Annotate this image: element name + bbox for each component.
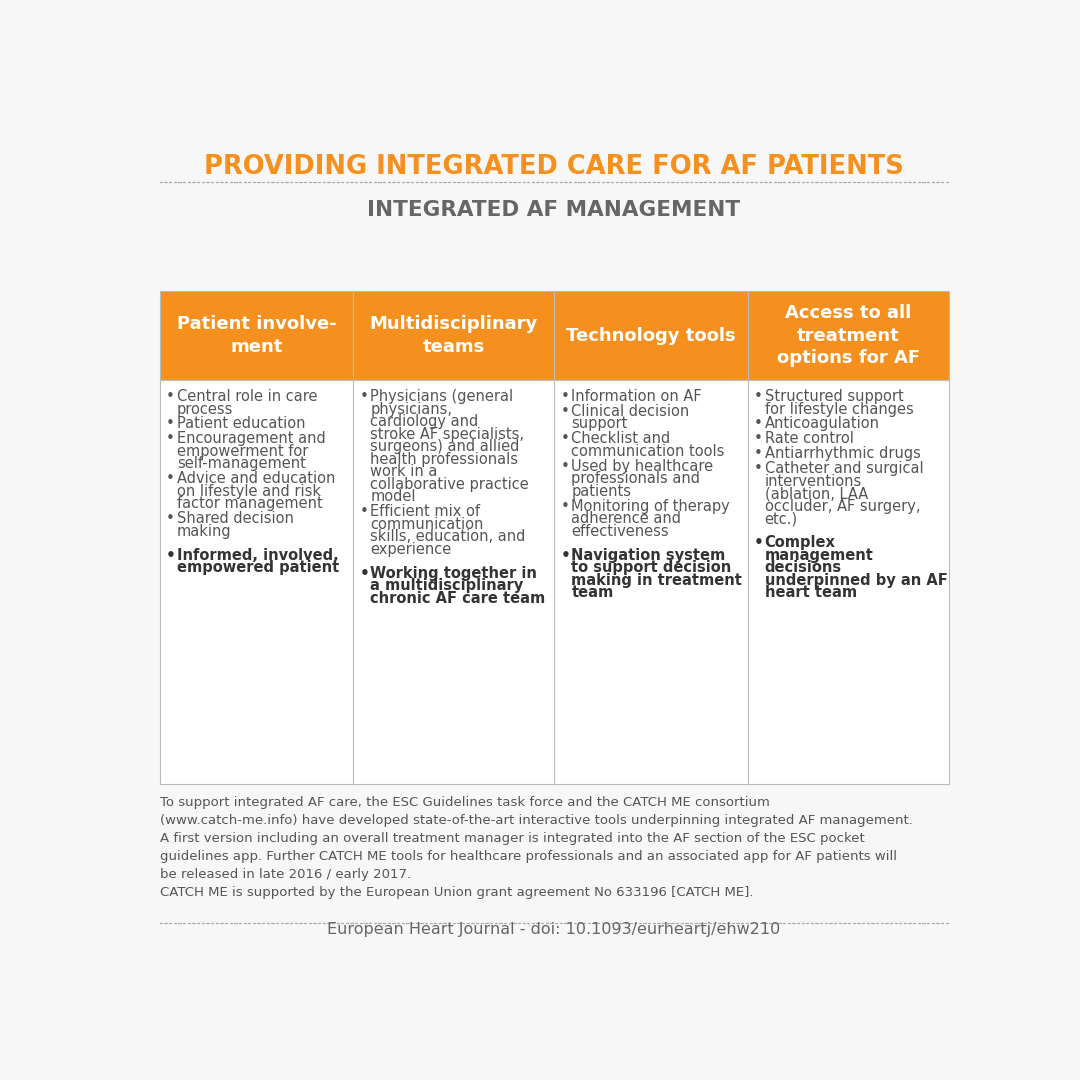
Bar	[747, 292, 948, 380]
Text: Advice and education: Advice and education	[177, 471, 335, 486]
Text: To support integrated AF care, the ESC Guidelines task force and the CATCH ME co: To support integrated AF care, the ESC G…	[160, 796, 913, 899]
Text: Multidisciplinary
teams: Multidisciplinary teams	[369, 315, 538, 355]
Text: •: •	[166, 431, 175, 446]
Text: Patient education: Patient education	[177, 417, 306, 432]
Text: •: •	[561, 389, 569, 404]
Text: empowered patient: empowered patient	[177, 561, 339, 576]
Text: •: •	[754, 446, 762, 461]
Text: Used by healthcare: Used by healthcare	[571, 459, 714, 474]
Text: •: •	[166, 548, 176, 563]
Bar	[555, 380, 746, 783]
Text: Efficient mix of: Efficient mix of	[370, 504, 481, 519]
Text: Complex: Complex	[765, 536, 836, 550]
Text: •: •	[754, 389, 762, 404]
Text: Rate control: Rate control	[765, 431, 853, 446]
Bar	[554, 292, 747, 380]
Text: •: •	[360, 504, 368, 519]
Text: heart team: heart team	[765, 585, 856, 600]
Text: underpinned by an AF: underpinned by an AF	[765, 572, 947, 588]
Text: cardiology and: cardiology and	[370, 414, 478, 429]
Text: self-management: self-management	[177, 457, 306, 471]
Text: •: •	[561, 431, 569, 446]
Bar	[748, 380, 948, 783]
Text: Antiarrhythmic drugs: Antiarrhythmic drugs	[765, 446, 920, 461]
Text: Informed, involved,: Informed, involved,	[177, 548, 339, 563]
Text: Monitoring of therapy: Monitoring of therapy	[571, 499, 730, 514]
Text: on lifestyle and risk: on lifestyle and risk	[177, 484, 321, 499]
Text: •: •	[754, 461, 762, 476]
Text: team: team	[571, 585, 613, 600]
Bar	[160, 380, 948, 784]
Text: •: •	[360, 566, 369, 581]
Text: Patient involve-
ment: Patient involve- ment	[176, 315, 336, 355]
Text: •: •	[166, 389, 175, 404]
Text: adherence and: adherence and	[571, 511, 681, 526]
Text: INTEGRATED AF MANAGEMENT: INTEGRATED AF MANAGEMENT	[367, 201, 740, 220]
Text: Navigation system: Navigation system	[571, 548, 726, 563]
Text: health professionals: health professionals	[370, 451, 518, 467]
Text: (ablation, LAA: (ablation, LAA	[765, 486, 868, 501]
Text: making: making	[177, 524, 231, 539]
Text: •: •	[166, 471, 175, 486]
Text: Technology tools: Technology tools	[566, 326, 735, 345]
Text: •: •	[561, 404, 569, 419]
Text: Structured support: Structured support	[765, 389, 903, 404]
Text: Clinical decision: Clinical decision	[571, 404, 689, 419]
Text: Access to all
treatment
options for AF: Access to all treatment options for AF	[777, 305, 920, 367]
Text: skills, education, and: skills, education, and	[370, 529, 526, 544]
Text: Central role in care: Central role in care	[177, 389, 318, 404]
Text: European Heart Journal - doi: 10.1093/eurheartj/ehw210: European Heart Journal - doi: 10.1093/eu…	[327, 921, 780, 936]
Text: management: management	[765, 548, 874, 563]
Bar	[160, 292, 353, 380]
Text: Shared decision: Shared decision	[177, 511, 294, 526]
Text: •: •	[166, 511, 175, 526]
Text: Checklist and: Checklist and	[571, 431, 671, 446]
Text: to support decision: to support decision	[571, 561, 731, 576]
Text: effectiveness: effectiveness	[571, 524, 669, 539]
Text: interventions: interventions	[765, 473, 862, 488]
Text: Physicians (general: Physicians (general	[370, 389, 513, 404]
Text: •: •	[166, 417, 175, 432]
Bar	[161, 380, 352, 783]
Text: support: support	[571, 417, 627, 432]
Text: Anticoagulation: Anticoagulation	[765, 417, 879, 432]
Text: •: •	[360, 389, 368, 404]
Text: communication tools: communication tools	[571, 444, 725, 459]
Text: •: •	[561, 548, 570, 563]
Text: occluder, AF surgery,: occluder, AF surgery,	[765, 499, 920, 514]
Bar	[354, 380, 554, 783]
Text: collaborative practice: collaborative practice	[370, 476, 529, 491]
Text: making in treatment: making in treatment	[571, 572, 742, 588]
Text: chronic AF care team: chronic AF care team	[370, 591, 545, 606]
Text: •: •	[561, 499, 569, 514]
Text: a multidisciplinary: a multidisciplinary	[370, 579, 524, 593]
Text: communication: communication	[370, 516, 484, 531]
Bar	[353, 292, 554, 380]
Text: Working together in: Working together in	[370, 566, 537, 581]
Text: Information on AF: Information on AF	[571, 389, 702, 404]
Text: PROVIDING INTEGRATED CARE FOR AF PATIENTS: PROVIDING INTEGRATED CARE FOR AF PATIENT…	[203, 154, 904, 180]
Text: work in a: work in a	[370, 464, 437, 480]
Text: decisions: decisions	[765, 561, 841, 576]
Text: Encouragement and: Encouragement and	[177, 431, 325, 446]
Text: •: •	[561, 459, 569, 474]
Text: •: •	[754, 417, 762, 432]
Text: process: process	[177, 402, 233, 417]
Text: empowerment for: empowerment for	[177, 444, 308, 459]
Text: Catheter and surgical: Catheter and surgical	[765, 461, 923, 476]
Text: physicians,: physicians,	[370, 402, 453, 417]
Text: •: •	[754, 431, 762, 446]
Text: professionals and: professionals and	[571, 471, 700, 486]
Text: factor management: factor management	[177, 497, 323, 511]
Text: etc.): etc.)	[765, 511, 798, 526]
Text: for lifestyle changes: for lifestyle changes	[765, 402, 914, 417]
Text: stroke AF specialists,: stroke AF specialists,	[370, 427, 524, 442]
Text: •: •	[754, 536, 764, 550]
Text: model: model	[370, 489, 416, 504]
Text: surgeons) and allied: surgeons) and allied	[370, 440, 519, 455]
Text: experience: experience	[370, 542, 451, 557]
Text: patients: patients	[571, 484, 632, 499]
